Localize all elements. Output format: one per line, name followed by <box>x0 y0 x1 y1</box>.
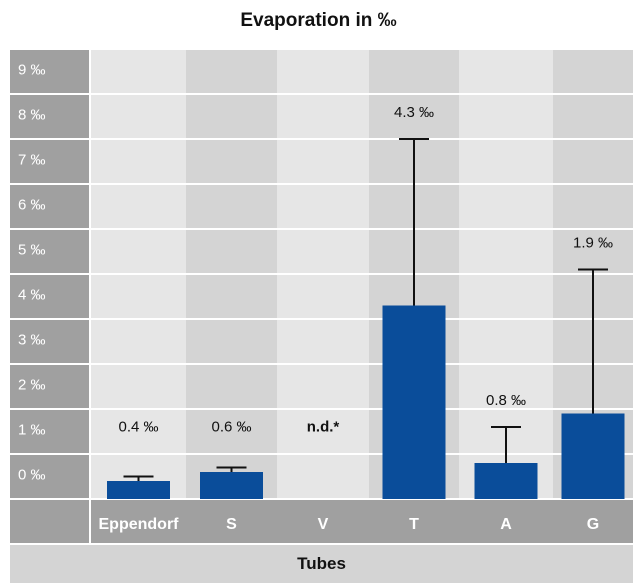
y-tick-label: 8 ‰ <box>18 106 46 123</box>
bar <box>382 305 446 499</box>
y-tick-label: 9 ‰ <box>18 61 46 78</box>
y-tick-label: 10 ‰ <box>18 16 54 33</box>
data-label: 0.8 ‰ <box>486 392 526 409</box>
bar <box>200 472 263 499</box>
x-tick-label: G <box>587 516 599 533</box>
x-axis-panel <box>91 500 633 543</box>
x-tick-label: Eppendorf <box>99 516 180 533</box>
bar <box>107 481 170 499</box>
bar <box>561 413 625 499</box>
y-tick-label: 2 ‰ <box>18 376 46 393</box>
x-axis-title-panel: Tubes <box>10 544 633 583</box>
x-tick-label: A <box>500 516 512 533</box>
y-tick-label: 5 ‰ <box>18 241 46 258</box>
y-tick-label: 4 ‰ <box>18 286 46 303</box>
x-tick-label: T <box>409 516 419 533</box>
chart-title: Evaporation in ‰ <box>240 10 397 31</box>
y-tick-label: 3 ‰ <box>18 331 46 348</box>
y-tick-label: 6 ‰ <box>18 196 46 213</box>
y-tick-label: 1 ‰ <box>18 421 46 438</box>
data-label: n.d.* <box>307 419 340 436</box>
data-label: 1.9 ‰ <box>573 235 613 252</box>
data-label: 4.3 ‰ <box>394 104 434 121</box>
x-axis-title: Tubes <box>297 554 346 573</box>
y-tick-label: 0 ‰ <box>18 466 46 483</box>
bar <box>474 463 538 499</box>
x-tick-label: V <box>318 516 329 533</box>
x-tick-label: S <box>226 516 237 533</box>
data-label: 0.6 ‰ <box>211 419 251 436</box>
data-label: 0.4 ‰ <box>118 419 158 436</box>
y-tick-label: 7 ‰ <box>18 151 46 168</box>
y-axis-panel <box>10 49 89 543</box>
